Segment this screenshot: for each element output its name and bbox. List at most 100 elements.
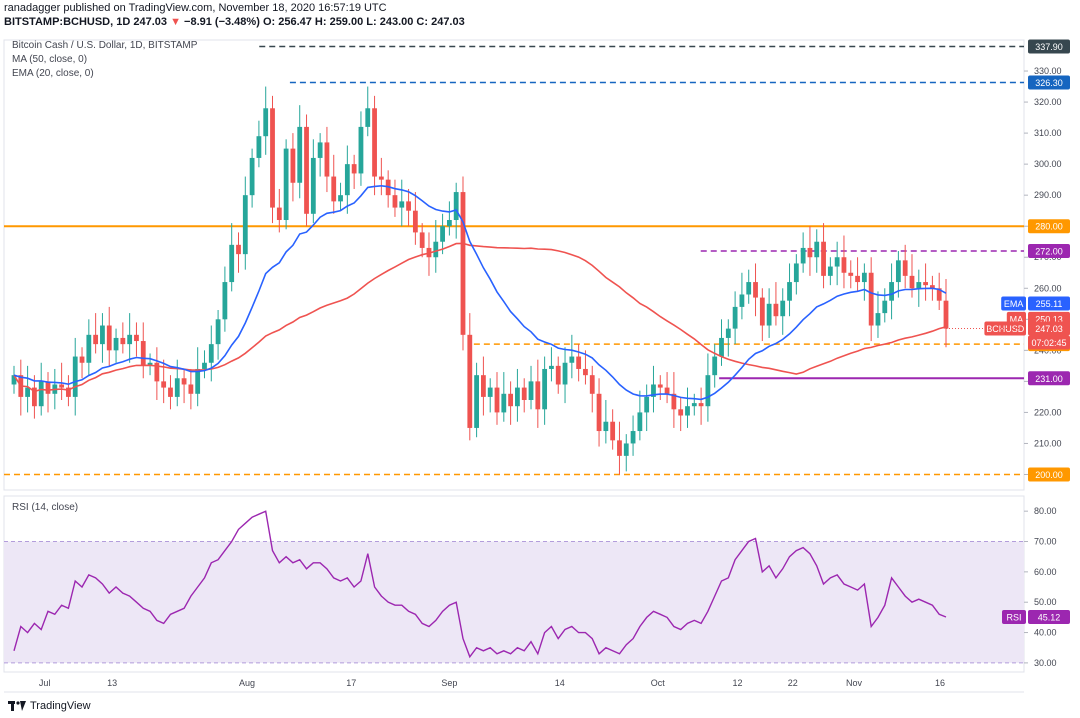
rsi-tick-label: 80.00 [1034,506,1057,516]
symbol-name: BITSTAMP:BCHUSD, 1D [4,16,131,28]
candle-body [236,244,241,255]
candle-body [440,226,445,242]
tag-value-ema [1028,296,1070,311]
candle-body [59,384,65,388]
candle-body [79,356,85,363]
candle-body [827,266,833,276]
publisher-line: ranadagger published on TradingView.com,… [4,2,387,14]
candle-body [481,375,486,397]
candle-body [739,294,745,307]
time-tick-label: 17 [346,678,356,688]
time-tick-label: 12 [733,678,743,688]
candle-body [909,275,915,289]
candle-body [351,164,357,174]
candle-body [290,148,296,183]
candle-body [780,300,786,317]
candle-body [304,126,309,214]
candle-body [378,176,384,180]
symbol-line: BITSTAMP:BCHUSD, 1D 247.03 ▼ −8.91 (−3.4… [4,16,465,28]
candle-body [270,108,275,208]
candle-body [487,387,493,397]
candle-body [195,368,201,394]
candle-body [759,297,765,326]
candle-body [535,381,541,410]
tag-label-text-bchusd: BCHUSD [986,324,1025,334]
price-pane-frame [3,39,1025,491]
candle-body [923,282,928,286]
candle-body [229,244,235,283]
candle-body [467,334,473,428]
rsi-tick-label: 40.00 [1034,628,1057,638]
price-tick-label: 210.00 [1034,438,1062,448]
candle-body [753,282,758,298]
last-price: 247.03 [133,16,168,28]
candle-body [358,126,364,174]
candle-body [875,313,881,326]
tag-label-text-ma: MA [1010,314,1024,324]
candle-body [685,406,690,416]
candle-body [583,368,588,376]
rsi-tag-value-text: 45.12 [1038,613,1061,623]
time-tick-label: Aug [239,678,255,688]
candle-body [501,393,507,413]
candle-body [11,375,17,385]
candle-body [712,356,718,376]
candle-body [515,387,520,407]
candle-body [474,375,479,428]
candle-body [651,384,656,397]
candle-body [161,381,167,388]
tag-label-bchusd [984,321,1026,336]
level-tag-text-272.00: 272.00 [1035,247,1063,257]
candle-body [698,403,704,407]
candle-body [412,210,418,233]
candle-body [93,334,99,345]
level-tag-text-337.90: 337.90 [1035,42,1063,52]
price-tick-label: 220.00 [1034,407,1062,417]
candle-body [147,362,153,366]
candle-body [208,344,214,363]
price-tick-label: 320.00 [1034,97,1062,107]
rsi-tick-label: 70.00 [1034,537,1057,547]
candle-body [25,387,31,397]
candle-body [569,356,575,363]
candle-body [610,421,616,441]
candle-body [528,381,534,400]
candle-body [188,384,194,394]
candle-body [324,142,330,177]
candle-body [263,108,269,137]
candle-body [242,195,248,255]
candle-body [249,157,255,196]
candle-body [943,300,949,329]
footer: TradingView [8,700,91,712]
candle-body [283,148,289,220]
candle-body [310,157,316,214]
candle-body [168,387,173,397]
price-chart[interactable]: 200.00210.00220.00230.00240.00250.00260.… [0,0,1080,700]
level-tag-200.00 [1028,467,1070,482]
candle-body [882,300,888,314]
price-tick-label: 300.00 [1034,159,1062,169]
candle-body [841,257,847,273]
candle-body [895,260,901,283]
candle-body [256,136,262,158]
down-arrow-icon: ▼ [170,16,181,28]
candle-body [555,365,561,385]
candle-body [181,378,187,385]
candle-body [419,232,425,248]
candle-body [215,319,221,345]
ma-legend: MA (50, close, 0) [12,54,88,65]
candle-body [916,282,922,289]
candle-body [630,431,636,444]
candle-body [331,176,337,202]
time-tick-label: 22 [788,678,798,688]
candle-body [576,356,582,369]
level-tag-326.30 [1028,75,1070,90]
price-tick-label: 310.00 [1034,128,1062,138]
countdown-text: 07:02:45 [1031,338,1066,348]
candle-body [174,378,180,397]
candle-body [848,272,854,276]
rsi-tag-value [1028,610,1070,625]
candle-body [45,381,51,394]
candle-body [889,282,894,301]
candle-body [834,257,840,267]
